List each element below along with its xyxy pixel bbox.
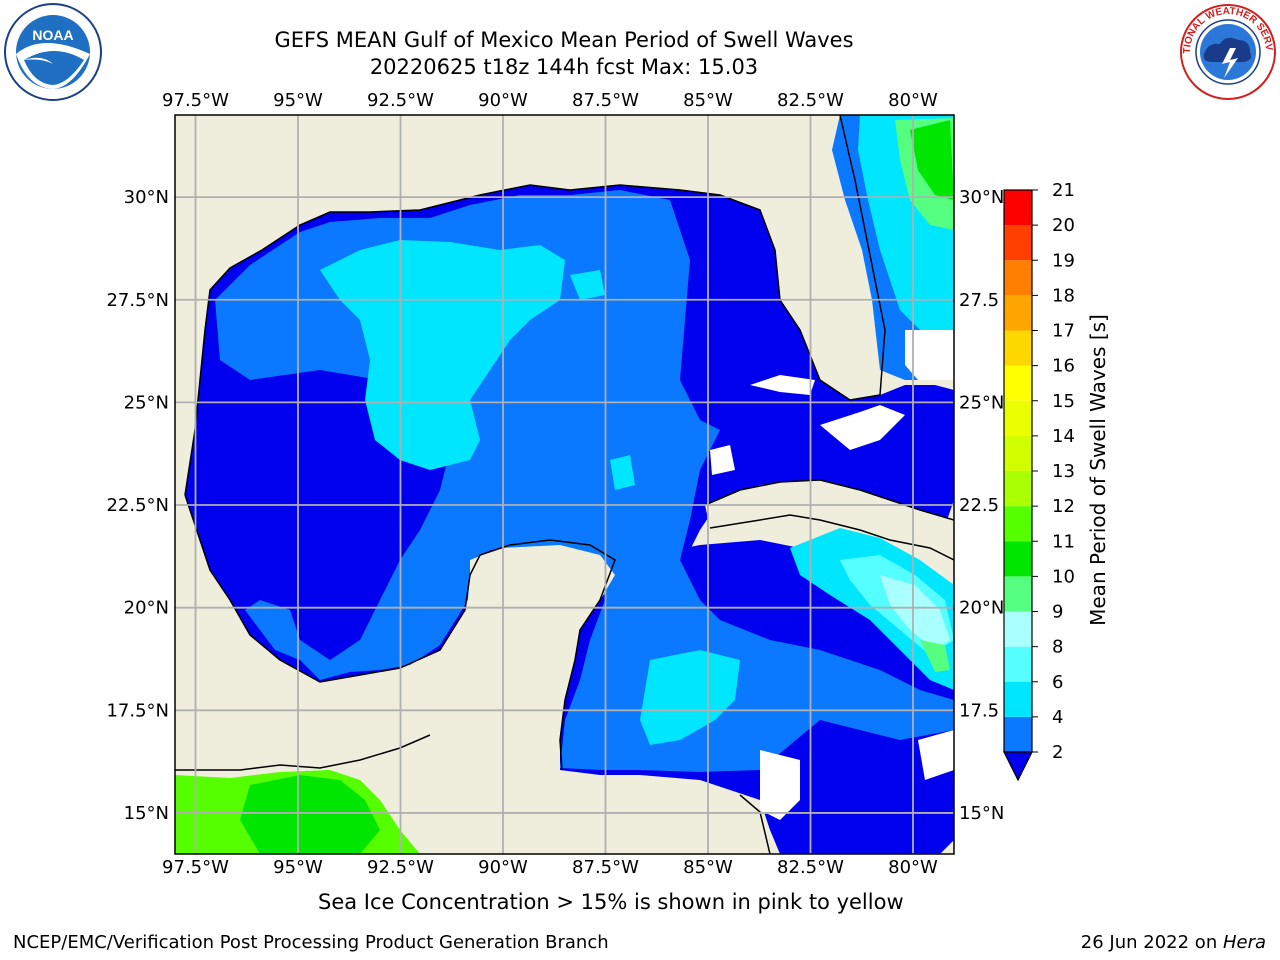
contour-4-6s-d bbox=[640, 650, 740, 745]
colorbar-segment bbox=[1004, 330, 1032, 366]
mask-florida-keys bbox=[750, 375, 815, 395]
colorbar-segment bbox=[1004, 400, 1032, 436]
lat-tick-label-right: 25°N bbox=[959, 392, 1004, 413]
nws-logo: NATIONAL WEATHER SERVICE bbox=[1178, 2, 1276, 100]
colorbar-tick-label: 6 bbox=[1052, 672, 1063, 693]
colorbar-tick-label: 18 bbox=[1052, 285, 1075, 306]
lon-tick-label-top: 85°W bbox=[683, 90, 733, 111]
lat-tick-label-right: 27.5 bbox=[959, 290, 999, 311]
lat-tick-label-right: 22.5 bbox=[959, 495, 999, 516]
colorbar-tick-label: 11 bbox=[1052, 531, 1075, 552]
colorbar-segment bbox=[1004, 646, 1032, 682]
lon-ticks-top: 97.5°W 95°W 92.5°W 90°W 87.5°W 85°W 82.5°W 80°W bbox=[162, 90, 938, 111]
colorbar-segment bbox=[1004, 225, 1032, 261]
footer-date: 26 Jun 2022 on Hera bbox=[1081, 932, 1266, 953]
land-cuba bbox=[705, 480, 954, 548]
mask-caribbean-south bbox=[760, 750, 800, 820]
colorbar-tick-label: 13 bbox=[1052, 461, 1075, 482]
colorbar-tick-label: 10 bbox=[1052, 566, 1075, 587]
lon-tick-label-top: 97.5°W bbox=[162, 90, 229, 111]
lon-tick-label-bottom: 95°W bbox=[273, 857, 323, 878]
lat-ticks-left: 30°N 27.5°N 25°N 22.5°N 20°N 17.5°N 15°N bbox=[106, 187, 169, 824]
lon-tick-label-top: 95°W bbox=[273, 90, 323, 111]
lon-tick-label-bottom: 87.5°W bbox=[572, 857, 639, 878]
colorbar-segment bbox=[1004, 190, 1032, 226]
lat-tick-label-left: 30°N bbox=[124, 187, 169, 208]
lon-tick-label-bottom: 92.5°W bbox=[367, 857, 434, 878]
map-frame bbox=[174, 114, 955, 855]
colorbar-tick-label: 17 bbox=[1052, 321, 1075, 342]
lon-tick-label-top: 82.5°W bbox=[777, 90, 844, 111]
colorbar-tick-label: 8 bbox=[1052, 637, 1063, 658]
colorbar-segment bbox=[1004, 576, 1032, 612]
lat-tick-label-left: 22.5°N bbox=[106, 495, 169, 516]
colorbar-tick-label: 14 bbox=[1052, 426, 1075, 447]
colorbar-tick-label: 20 bbox=[1052, 215, 1075, 236]
mask-cuba-north bbox=[820, 405, 905, 450]
lat-tick-label-left: 15°N bbox=[124, 803, 169, 824]
lon-ticks-bottom: 97.5°W 95°W 92.5°W 90°W 87.5°W 85°W 82.5°W 80°W bbox=[162, 857, 938, 878]
colorbar-tick-label: 19 bbox=[1052, 250, 1075, 271]
lon-tick-label-top: 90°W bbox=[478, 90, 528, 111]
lat-tick-label-left: 20°N bbox=[124, 598, 169, 619]
contour-4-6s-b bbox=[570, 270, 605, 300]
colorbar-tick-label: 4 bbox=[1052, 707, 1063, 728]
footer-date-text: 26 Jun 2022 on bbox=[1080, 932, 1223, 953]
mask-caribbean-se bbox=[918, 730, 954, 780]
colorbar-segment bbox=[1004, 681, 1032, 717]
colorbar-segment bbox=[1004, 260, 1032, 296]
contour-4-6s-c bbox=[610, 455, 635, 490]
map-subtitle: 20220625 t18z 144h fcst Max: 15.03 bbox=[369, 55, 759, 79]
lat-tick-label-right: 15°N bbox=[959, 803, 1004, 824]
colorbar-tick-label: 15 bbox=[1052, 391, 1075, 412]
colorbar-segment bbox=[1004, 435, 1032, 471]
lon-tick-label-bottom: 97.5°W bbox=[162, 857, 229, 878]
colorbar: 2 4 6 8 9 10 11 12 13 14 15 16 17 18 19 20 21 bbox=[1003, 180, 1075, 782]
colorbar-tick-label: 16 bbox=[1052, 356, 1075, 377]
colorbar-segment bbox=[1004, 295, 1032, 331]
lat-tick-label-left: 25°N bbox=[124, 392, 169, 413]
noaa-logo: NOAA bbox=[4, 3, 102, 101]
lon-tick-label-top: 80°W bbox=[888, 90, 938, 111]
colorbar-segment bbox=[1004, 541, 1032, 577]
footer-host: Hera bbox=[1222, 932, 1266, 953]
colorbar-segment bbox=[1004, 611, 1032, 647]
colorbar-segment bbox=[1004, 365, 1032, 401]
colorbar-tick-label: 21 bbox=[1052, 180, 1075, 201]
colorbar-label: Mean Period of Swell Waves [s] bbox=[1086, 314, 1110, 626]
map-title: GEFS MEAN Gulf of Mexico Mean Period of … bbox=[274, 28, 854, 52]
lon-tick-label-bottom: 90°W bbox=[478, 857, 528, 878]
graticule bbox=[175, 115, 954, 854]
lon-tick-label-bottom: 85°W bbox=[683, 857, 733, 878]
lat-tick-label-right: 17.5 bbox=[959, 700, 999, 721]
colorbar-tick-label: 12 bbox=[1052, 496, 1075, 517]
contour-caribbean-east4 bbox=[920, 640, 950, 672]
colorbar-segment bbox=[1004, 506, 1032, 542]
contour-caribbean-east3 bbox=[880, 575, 950, 650]
ocean-atlantic-swell3 bbox=[910, 120, 954, 200]
colorbar-tick-label: 2 bbox=[1052, 742, 1063, 763]
lat-tick-label-left: 17.5°N bbox=[106, 700, 169, 721]
colorbar-segment bbox=[1004, 471, 1032, 507]
lon-tick-label-top: 87.5°W bbox=[572, 90, 639, 111]
lat-ticks-right: 30°N 27.5 25°N 22.5 20°N 17.5 15°N bbox=[959, 187, 1004, 824]
lat-tick-label-right: 30°N bbox=[959, 187, 1004, 208]
sea-ice-caption: Sea Ice Concentration > 15% is shown in … bbox=[318, 890, 904, 914]
footer-org: NCEP/EMC/Verification Post Processing Pr… bbox=[13, 932, 609, 953]
colorbar-segment bbox=[1004, 716, 1032, 752]
lat-tick-label-left: 27.5°N bbox=[106, 290, 169, 311]
mask-bahamas bbox=[905, 330, 954, 380]
map-panel bbox=[175, 115, 954, 854]
lon-tick-label-bottom: 82.5°W bbox=[777, 857, 844, 878]
pacific-swell2 bbox=[240, 775, 380, 854]
lon-tick-label-top: 92.5°W bbox=[367, 90, 434, 111]
lat-tick-label-right: 20°N bbox=[959, 598, 1004, 619]
colorbar-under-extension bbox=[1003, 751, 1033, 782]
colorbar-tick-label: 9 bbox=[1052, 602, 1063, 623]
noaa-logo-text: NOAA bbox=[32, 27, 73, 43]
lon-tick-label-bottom: 80°W bbox=[888, 857, 938, 878]
mask-yucatan-east bbox=[710, 445, 735, 475]
